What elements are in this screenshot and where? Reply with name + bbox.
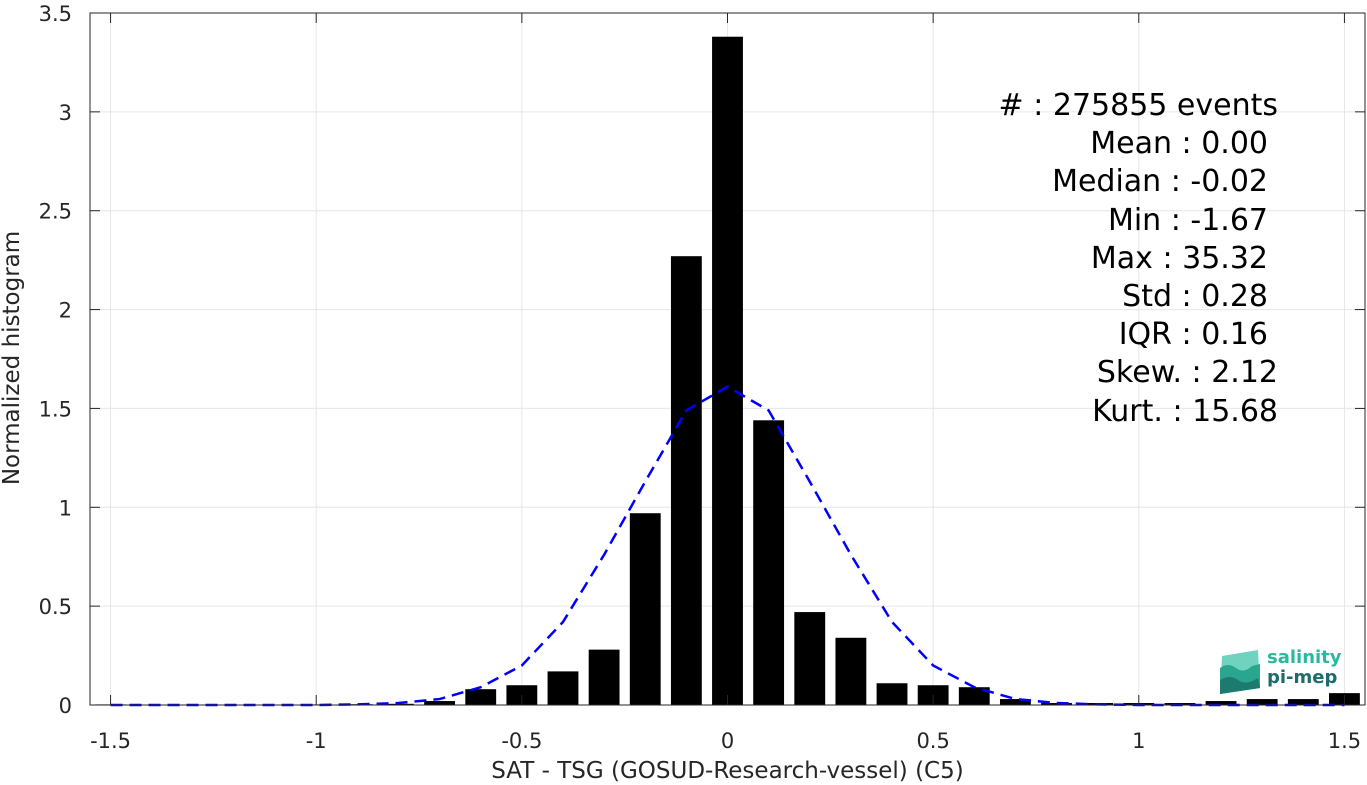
x-tick-label: -0.5 — [501, 729, 542, 753]
y-tick-label: 0 — [59, 694, 72, 718]
histogram-bar — [588, 649, 620, 705]
histogram-bar — [1041, 703, 1072, 705]
histogram-bar — [465, 689, 497, 705]
y-tick-label: 3 — [59, 101, 72, 125]
histogram-bar — [876, 683, 908, 705]
histogram-bar — [629, 513, 661, 705]
histogram-bar — [424, 701, 456, 705]
stat-kurt: Kurt. : 15.68 — [1092, 393, 1278, 429]
x-tick-label: 0 — [721, 729, 734, 753]
x-tick-label: -1 — [306, 729, 327, 753]
histogram-bar — [670, 256, 702, 705]
histogram-bar — [753, 420, 785, 705]
y-tick-label: 2 — [59, 299, 72, 323]
stat-median: Median : -0.02 — [1052, 164, 1268, 200]
stat-skew: Skew. : 2.12 — [1096, 355, 1278, 391]
x-axis-label: SAT - TSG (GOSUD-Research-vessel) (C5) — [491, 758, 964, 784]
histogram-bar — [835, 637, 867, 705]
y-tick-label: 1.5 — [39, 397, 72, 421]
histogram-bar — [999, 699, 1031, 705]
y-tick-label: 1 — [59, 496, 72, 520]
x-tick-label: 1 — [1132, 729, 1145, 753]
y-axis-label: Normalized histogram — [0, 230, 25, 486]
stats-box: # : 275855 events Mean : 0.00 Median : -… — [930, 88, 1280, 432]
histogram-bar — [958, 687, 990, 705]
histogram-bar — [547, 671, 579, 705]
stat-max: Max : 35.32 — [1090, 240, 1268, 276]
salinity-pimep-logo: salinity pi-mep — [1218, 646, 1348, 696]
y-tick-label: 0.5 — [39, 595, 72, 619]
histogram-bar — [794, 612, 826, 705]
histogram-bar — [712, 36, 743, 706]
y-tick-label: 2.5 — [39, 200, 72, 224]
logo-icon — [1220, 650, 1260, 694]
tick-labels: -1.5 -1 -0.5 0 0.5 1 1.5 0 0.5 1 1.5 2 2.5 3 3.5 — [39, 2, 1362, 753]
x-tick-label: -1.5 — [90, 729, 131, 753]
axes — [89, 12, 1366, 706]
histogram-bar — [1205, 701, 1237, 705]
histogram-bar — [383, 703, 414, 705]
bars — [95, 36, 1360, 706]
x-tick-label: 0.5 — [916, 729, 949, 753]
stat-std: Std : 0.28 — [1122, 278, 1268, 314]
stat-min: Min : -1.67 — [1107, 202, 1268, 238]
histogram-bar — [1246, 699, 1278, 705]
histogram-bar — [1287, 699, 1319, 705]
y-tick-label: 3.5 — [39, 2, 72, 26]
logo-line1: salinity — [1267, 647, 1342, 668]
x-tick-label: 1.5 — [1328, 729, 1361, 753]
stat-events: # : 275855 events — [998, 88, 1278, 123]
stat-iqr: IQR : 0.16 — [1118, 317, 1268, 353]
logo-line2: pi-mep — [1267, 667, 1338, 688]
stat-mean: Mean : 0.00 — [1090, 126, 1268, 162]
